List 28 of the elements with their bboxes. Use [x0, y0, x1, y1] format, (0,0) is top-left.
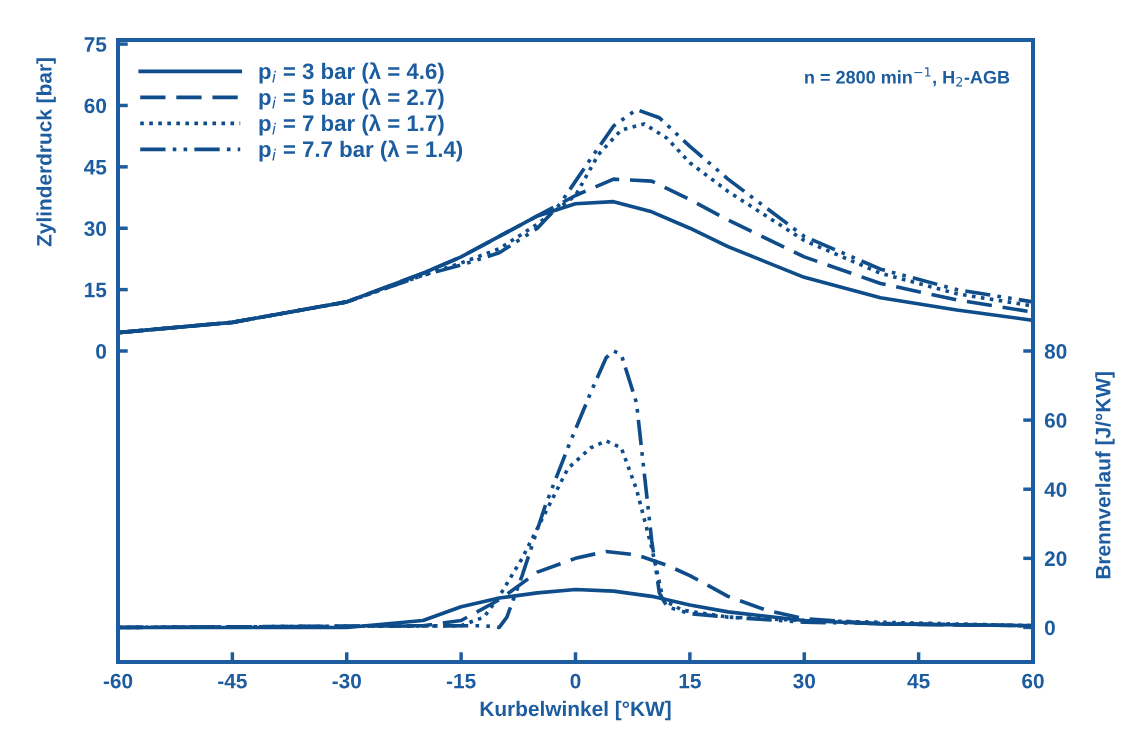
x-tick-label: 45	[907, 673, 930, 689]
legend-label: p$_{i}$ = 5 bar (λ = 2.7)	[259, 88, 444, 110]
y-tick-label: 75	[84, 37, 107, 52]
x-axis-title: Kurbelwinkel [°KW]	[480, 700, 671, 721]
y2-tick-label: 60	[1044, 413, 1067, 428]
x-tick-label: -45	[218, 673, 247, 689]
legend-label: p$_{i}$ = 3 bar (λ = 4.6)	[259, 62, 444, 84]
x-tick-label: 60	[1022, 673, 1044, 689]
y2-tick-label: 20	[1044, 551, 1067, 567]
y-tick-label: 0	[96, 344, 107, 359]
x-tick-label: -60	[103, 673, 133, 689]
y2-tick-label: 80	[1044, 344, 1067, 359]
x-tick-label: 30	[793, 673, 815, 689]
y2-tick-label: 40	[1044, 482, 1067, 497]
legend-label: p$_{i}$ = 7 bar (λ = 1.7)	[259, 114, 444, 136]
annotation: n = 2800 min$^{−1}$, H$_{2}$-AGB	[805, 67, 1010, 87]
y-tick-label: 30	[84, 221, 107, 237]
y2-tick-label: 0	[1044, 620, 1055, 636]
y2-axis-title: Brennverlauf [J/°KW]	[1095, 372, 1115, 579]
x-tick-label: 0	[570, 673, 581, 689]
x-tick-label: 15	[679, 673, 701, 689]
legend-label: p$_{i}$ = 7.7 bar (λ = 1.4)	[259, 140, 463, 162]
y-tick-label: 15	[85, 282, 107, 298]
x-tick-label: -30	[332, 673, 361, 689]
y-axis-title: Zylinderdruck [bar]	[36, 58, 56, 247]
y-tick-label: 60	[84, 98, 107, 114]
x-tick-label: -15	[446, 673, 476, 689]
y-tick-label: 45	[84, 160, 107, 175]
